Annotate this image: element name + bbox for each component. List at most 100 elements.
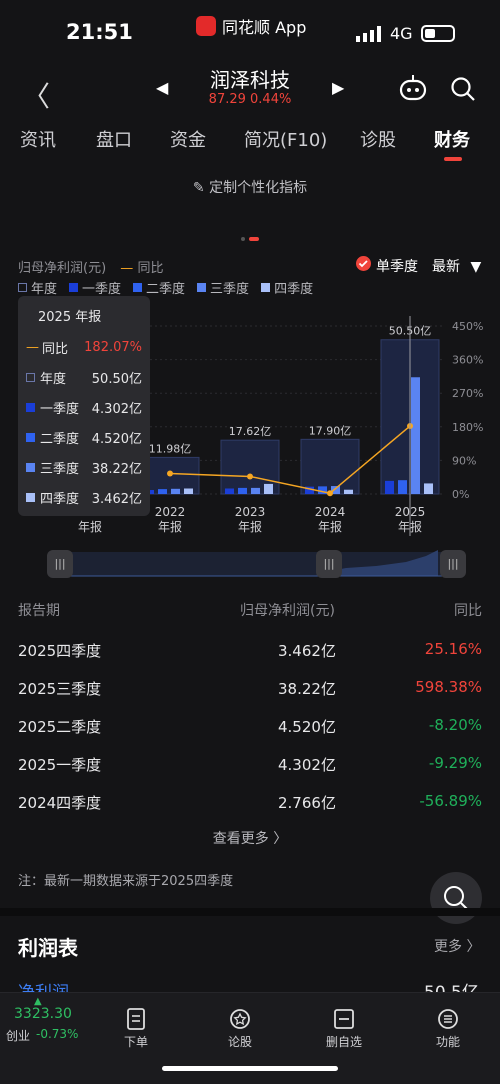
- tab-diagnosis[interactable]: 诊股: [360, 130, 396, 151]
- tab-profile[interactable]: 简况(F10): [244, 130, 328, 151]
- app-logo-icon: [196, 16, 216, 36]
- nav-functions-label: 功能: [435, 1035, 460, 1049]
- nav-discuss[interactable]: 论股: [210, 1008, 270, 1050]
- home-indicator: [162, 1066, 338, 1071]
- net-profit-value: 50.5亿: [424, 978, 479, 992]
- bar-quarter[interactable]: [344, 489, 353, 494]
- x-tick-label: 年报: [158, 519, 182, 534]
- table-row[interactable]: 2025四季度 3.462亿 25.16%: [18, 640, 482, 661]
- index-change: -0.73%: [36, 1027, 79, 1041]
- back-button[interactable]: 〈: [22, 80, 51, 113]
- row-profit: 3.462亿: [278, 642, 336, 660]
- search-fab[interactable]: [430, 872, 482, 924]
- legend-q2: 二季度: [133, 278, 185, 297]
- slider-handle-left[interactable]: |||: [47, 550, 73, 578]
- app-indicator: 同花顺 App: [196, 14, 306, 38]
- bar-quarter[interactable]: [171, 488, 180, 494]
- search-icon: [444, 886, 468, 910]
- check-icon[interactable]: [356, 256, 371, 271]
- view-more-button[interactable]: 查看更多 〉: [212, 831, 288, 847]
- bar-quarter[interactable]: [411, 377, 420, 494]
- right-axis-tick: 360%: [452, 354, 483, 367]
- tab-order-book[interactable]: 盘口: [96, 130, 132, 151]
- x-tick-label: 2024: [315, 505, 346, 519]
- income-statement-title: 利润表: [18, 936, 78, 960]
- bar-quarter[interactable]: [158, 489, 167, 494]
- data-note: 注：最新一期数据来源于2025四季度: [18, 874, 234, 889]
- right-axis-tick: 180%: [452, 421, 483, 434]
- tab-news[interactable]: 资讯: [20, 130, 56, 151]
- bar-quarter[interactable]: [225, 488, 234, 494]
- chart-yoy-label: 同比: [137, 261, 164, 276]
- bar-quarter[interactable]: [251, 487, 260, 494]
- annual-value-label: 17.90亿: [309, 424, 352, 437]
- legend-q3: 三季度: [197, 278, 249, 297]
- custom-indicator-button[interactable]: ✎ 定制个性化指标: [0, 177, 500, 197]
- latest-dropdown[interactable]: 最新 ▼: [432, 256, 481, 276]
- bar-quarter[interactable]: [184, 488, 193, 494]
- table-row[interactable]: 2025二季度 4.520亿 -8.20%: [18, 716, 482, 737]
- legend-q1: 一季度: [69, 278, 121, 297]
- bar-quarter[interactable]: [238, 487, 247, 494]
- bar-quarter[interactable]: [385, 480, 394, 494]
- table-header: 报告期 归母净利润(元) 同比: [18, 600, 482, 620]
- yoy-line: [169, 425, 411, 495]
- minus-box-icon: [334, 1009, 354, 1029]
- robot-assistant-icon[interactable]: [398, 74, 428, 102]
- row-period: 2025一季度: [18, 756, 102, 774]
- tab-funds[interactable]: 资金: [170, 130, 206, 151]
- bar-quarter[interactable]: [398, 480, 407, 494]
- row-profit: 4.520亿: [278, 718, 336, 736]
- nav-remove-watchlist[interactable]: 删自选: [314, 1008, 374, 1050]
- menu-circle-icon: [438, 1009, 458, 1029]
- x-tick-label: 年报: [78, 519, 102, 534]
- col-period: 报告期: [18, 603, 60, 619]
- net-profit-label[interactable]: 净利润: [18, 978, 69, 992]
- bar-quarter[interactable]: [318, 486, 327, 494]
- yoy-point[interactable]: [167, 470, 173, 477]
- bar-quarter[interactable]: [331, 486, 340, 494]
- index-up-arrow-icon: ▲: [34, 996, 42, 1007]
- status-time: 21:51: [66, 20, 133, 44]
- bar-quarter[interactable]: [264, 483, 273, 494]
- col-yoy: 同比: [454, 603, 482, 619]
- table-row[interactable]: 2025三季度 38.22亿 598.38%: [18, 678, 482, 699]
- tooltip-row-annual: 年度 50.50亿: [26, 368, 142, 387]
- yoy-point[interactable]: [247, 473, 253, 480]
- star-chat-icon: [230, 1009, 250, 1029]
- nav-functions[interactable]: 功能: [418, 1008, 478, 1050]
- tab-finance[interactable]: 财务: [434, 130, 470, 151]
- bar-quarter[interactable]: [305, 486, 314, 494]
- nav-order-label: 下单: [123, 1035, 148, 1049]
- bar-quarter[interactable]: [424, 483, 433, 494]
- bar-annual[interactable]: [300, 438, 360, 495]
- table-row[interactable]: 2025一季度 4.302亿 -9.29%: [18, 754, 482, 775]
- row-profit: 4.302亿: [278, 756, 336, 774]
- nav-order[interactable]: 下单: [106, 1008, 166, 1050]
- slider-handle-right[interactable]: |||: [440, 550, 466, 578]
- prev-stock-icon[interactable]: ◀: [156, 78, 169, 97]
- slider-handle-mid[interactable]: |||: [316, 550, 342, 578]
- row-yoy: 25.16%: [424, 640, 482, 658]
- yoy-point[interactable]: [327, 490, 333, 497]
- tooltip-row-yoy: — 同比 182.07%: [26, 340, 142, 357]
- index-value[interactable]: 3323.30: [14, 1006, 72, 1022]
- search-icon[interactable]: [450, 76, 476, 102]
- table-row[interactable]: 2024四季度 2.766亿 -56.89%: [18, 792, 482, 813]
- tab-bar: 资讯 盘口 资金 简况(F10) 诊股 财务: [0, 126, 500, 162]
- bar-annual[interactable]: [140, 456, 200, 495]
- income-statement-more[interactable]: 更多 〉: [434, 939, 481, 955]
- row-period: 2025四季度: [18, 642, 102, 660]
- right-axis-tick: 270%: [452, 387, 483, 400]
- tooltip-row-q1: 一季度 4.302亿: [26, 398, 142, 417]
- legend-annual: 年度: [18, 278, 57, 297]
- col-profit: 归母净利润(元): [240, 603, 335, 619]
- next-stock-icon[interactable]: ▶: [332, 78, 345, 97]
- nav-discuss-label: 论股: [227, 1035, 252, 1049]
- single-quarter-toggle[interactable]: 单季度: [376, 259, 418, 275]
- row-yoy: 598.38%: [415, 678, 482, 696]
- row-period: 2025二季度: [18, 718, 102, 736]
- custom-indicator-label: 定制个性化指标: [209, 180, 308, 196]
- range-slider[interactable]: [46, 548, 466, 580]
- right-axis-tick: 90%: [452, 454, 476, 467]
